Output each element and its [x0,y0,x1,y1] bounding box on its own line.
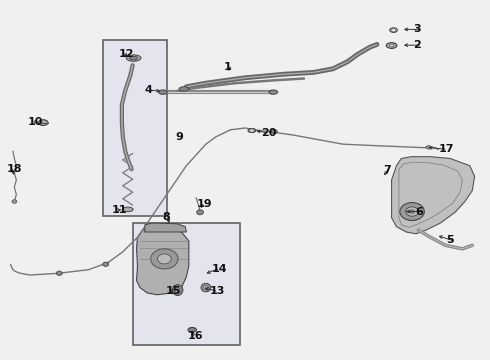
Circle shape [426,145,431,149]
Text: 19: 19 [197,199,213,210]
Circle shape [56,271,62,275]
Ellipse shape [386,42,397,48]
Circle shape [400,203,424,221]
Circle shape [391,28,396,32]
Circle shape [151,249,178,269]
Ellipse shape [248,129,256,133]
Circle shape [406,207,418,216]
Ellipse shape [38,120,48,126]
Ellipse shape [203,285,208,290]
Ellipse shape [175,288,180,293]
Ellipse shape [179,87,189,91]
Text: 6: 6 [415,207,423,217]
Polygon shape [392,157,475,234]
Text: 13: 13 [210,286,225,296]
Text: 18: 18 [6,164,22,174]
Ellipse shape [269,90,278,94]
Text: 5: 5 [446,235,454,245]
Text: 1: 1 [224,62,232,72]
Text: 16: 16 [187,331,203,341]
Text: 14: 14 [212,264,227,274]
Text: 12: 12 [119,49,134,59]
Circle shape [103,262,109,266]
Text: 8: 8 [162,212,170,222]
Circle shape [249,129,254,132]
Text: 9: 9 [175,132,183,142]
Circle shape [12,200,17,203]
Text: 2: 2 [414,40,421,50]
Circle shape [271,130,277,134]
Bar [103,40,167,216]
Ellipse shape [389,44,394,47]
Ellipse shape [172,285,183,296]
Text: 17: 17 [439,144,455,154]
Polygon shape [137,228,189,295]
Ellipse shape [126,55,141,61]
Text: 7: 7 [383,165,391,175]
Text: 11: 11 [112,205,127,215]
Text: 15: 15 [166,286,181,296]
Circle shape [196,210,203,215]
Text: 20: 20 [261,128,276,138]
Text: 4: 4 [145,85,153,95]
Ellipse shape [130,56,138,60]
Ellipse shape [390,28,397,32]
Circle shape [158,254,171,264]
Circle shape [410,210,415,213]
Ellipse shape [122,207,133,212]
Ellipse shape [188,327,196,332]
Ellipse shape [201,283,211,292]
Circle shape [189,328,195,332]
Bar [133,223,240,345]
Polygon shape [145,223,186,232]
Text: 10: 10 [28,117,44,127]
Ellipse shape [159,90,167,94]
Text: 3: 3 [414,24,421,35]
